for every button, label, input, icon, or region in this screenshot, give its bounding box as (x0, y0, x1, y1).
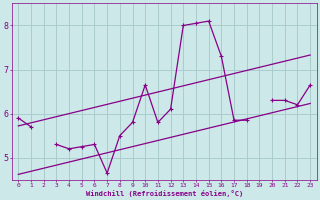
X-axis label: Windchill (Refroidissement éolien,°C): Windchill (Refroidissement éolien,°C) (86, 190, 243, 197)
